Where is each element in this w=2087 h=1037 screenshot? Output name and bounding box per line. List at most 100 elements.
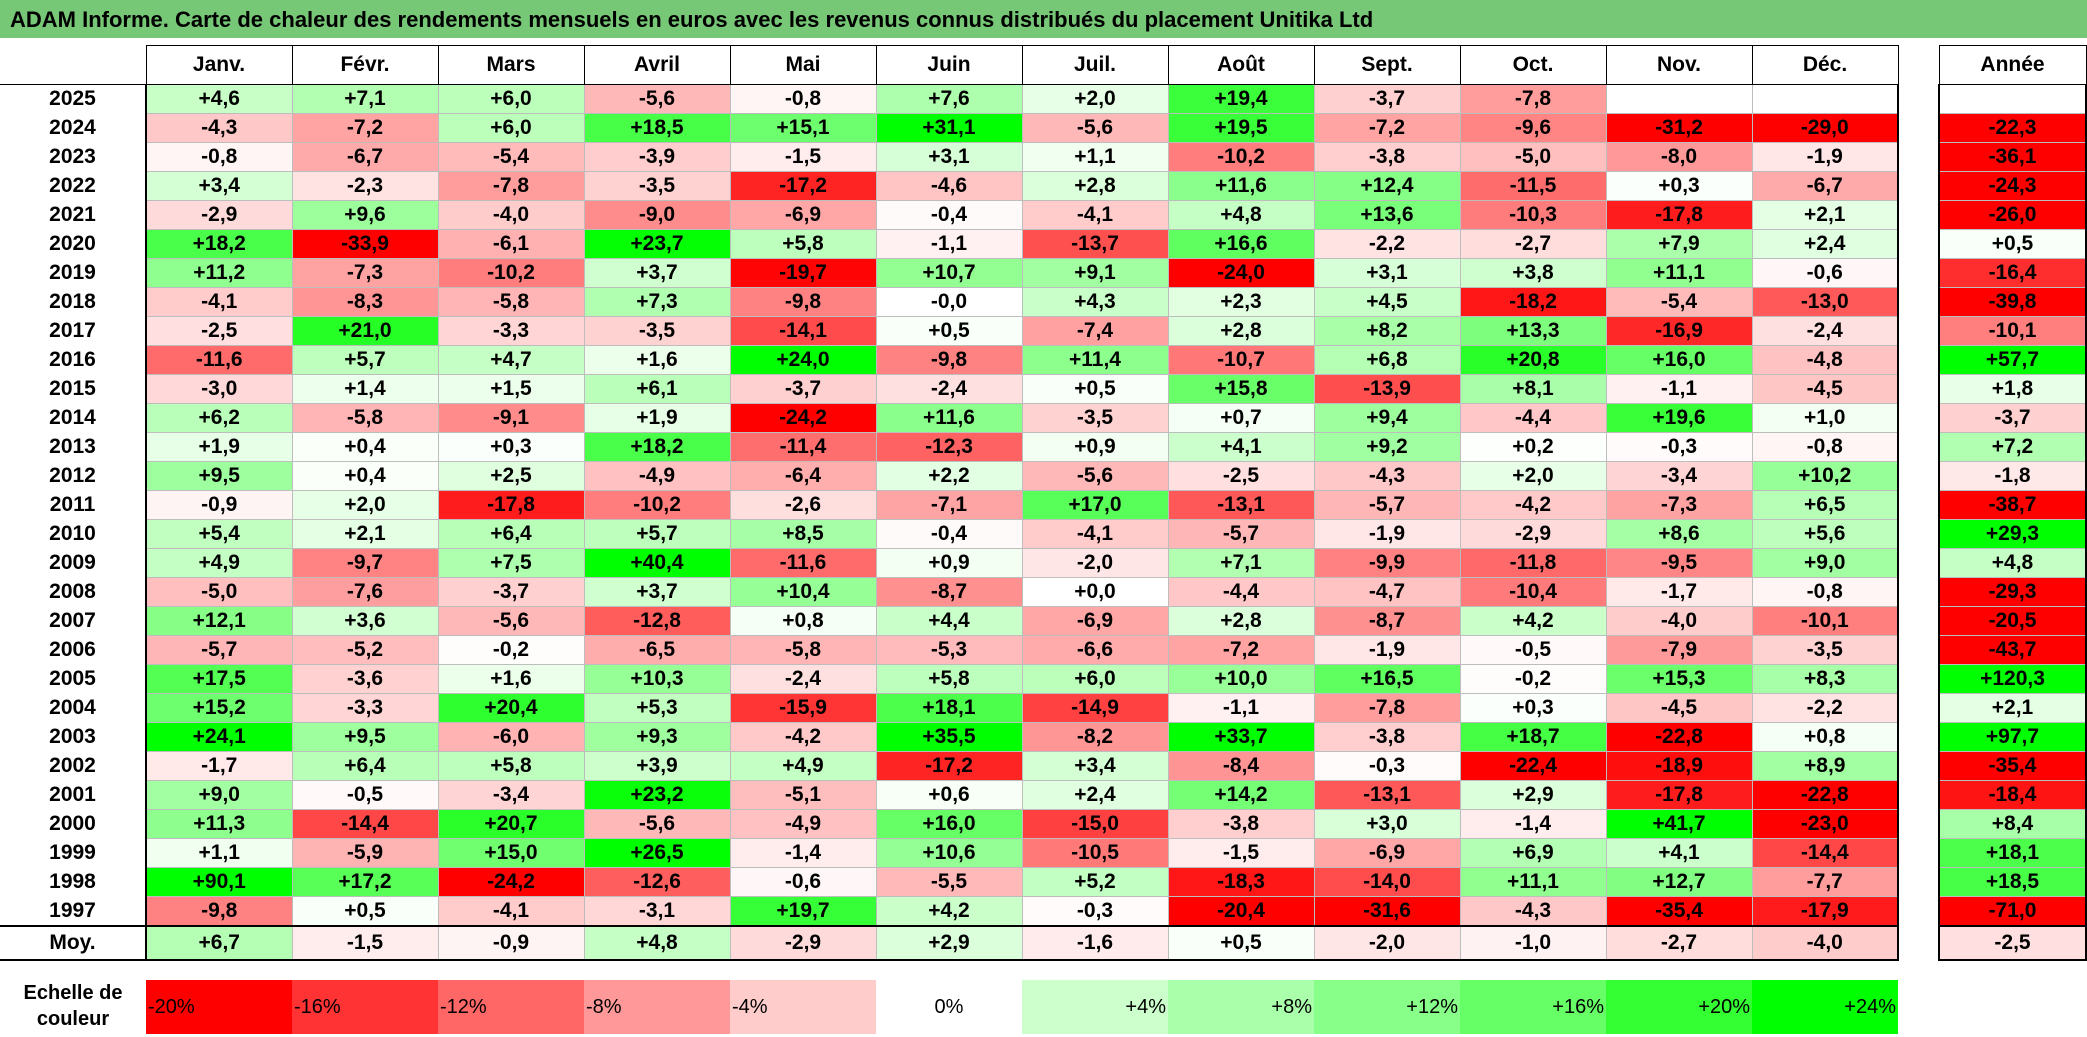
heatmap-cell: -14,4 [1751, 838, 1899, 868]
annual-cell: -24,3 [1938, 171, 2087, 201]
year-row: 2023 -0,8 -6,7 -5,4 -3,9 -1,5 +3,1 +1,1 -10,2 -3,… [0, 142, 1899, 172]
heatmap-cell: +2,5 [437, 461, 585, 491]
heatmap-cell: -9,8 [145, 896, 293, 927]
heatmap-cell: -10,7 [1167, 345, 1315, 375]
heatmap-cell: +0,4 [291, 432, 439, 462]
year-label: 2003 [49, 725, 96, 748]
heatmap-cell: -24,2 [437, 867, 585, 897]
heatmap-cell: -18,9 [1605, 751, 1753, 781]
heatmap-cell: -4,1 [1021, 519, 1169, 549]
annual-row: +1,8 [1938, 374, 2087, 404]
heatmap-cell: +2,8 [1167, 606, 1315, 636]
heatmap-cell: +10,0 [1167, 664, 1315, 694]
heatmap-cell: +9,0 [1751, 548, 1899, 578]
heatmap-cell: -2,3 [291, 171, 439, 201]
heatmap-cell: +6,0 [437, 113, 585, 143]
heatmap-cell: -14,0 [1313, 867, 1461, 897]
annual-cell: -20,5 [1938, 606, 2087, 636]
heatmap-cell: -10,1 [1751, 606, 1899, 636]
year-label: 2008 [49, 580, 96, 603]
heatmap-table: Janv. Févr. Mars Avril Mai Juin Juil. Août Sept.… [0, 45, 1899, 961]
heatmap-cell: +8,9 [1751, 751, 1899, 781]
heatmap-cell: -4,0 [1605, 606, 1753, 636]
heatmap-cell: -14,1 [729, 316, 877, 346]
heatmap-cell: -1,7 [145, 751, 293, 781]
heatmap-cell: -0,8 [145, 142, 293, 172]
heatmap-cell: -1,1 [1605, 374, 1753, 404]
heatmap-cell: +6,5 [1751, 490, 1899, 520]
year-row: 2022 +3,4 -2,3 -7,8 -3,5 -17,2 -4,6 +2,8 +11,6 +1… [0, 171, 1899, 201]
color-scale-swatch: +16% [1460, 980, 1606, 1034]
heatmap-cell: -0,9 [145, 490, 293, 520]
heatmap-cell: +2,3 [1167, 287, 1315, 317]
heatmap-cell: -5,1 [729, 780, 877, 810]
heatmap-cell: -5,9 [291, 838, 439, 868]
year-row: 2004 +15,2 -3,3 +20,4 +5,3 -15,9 +18,1 -14,9 -1,… [0, 693, 1899, 723]
heatmap-cell: -4,3 [1459, 896, 1607, 927]
column-header: Août [1167, 45, 1315, 85]
annual-row: +29,3 [1938, 519, 2087, 549]
heatmap-cell: -6,1 [437, 229, 585, 259]
heatmap-cell: -4,4 [1167, 577, 1315, 607]
annual-row: +7,2 [1938, 432, 2087, 462]
year-label: 2022 [49, 174, 96, 197]
heatmap-cell: -17,2 [875, 751, 1023, 781]
heatmap-cell: +19,7 [729, 896, 877, 927]
heatmap-cell: -3,7 [729, 374, 877, 404]
color-scale-swatch: -20% [146, 980, 292, 1034]
heatmap-cell: +41,7 [1605, 809, 1753, 839]
heatmap-cell: -4,6 [875, 171, 1023, 201]
heatmap-cell: +17,0 [1021, 490, 1169, 520]
heatmap-cell: +16,0 [1605, 345, 1753, 375]
heatmap-cell: +5,8 [875, 664, 1023, 694]
heatmap-cell: +2,0 [1459, 461, 1607, 491]
column-header: Nov. [1605, 45, 1753, 85]
heatmap-cell: -6,9 [1021, 606, 1169, 636]
heatmap-cell: -22,8 [1751, 780, 1899, 810]
heatmap-cell: +0,5 [291, 896, 439, 927]
year-label: 1999 [49, 841, 96, 864]
heatmap-cell: +7,1 [291, 84, 439, 114]
heatmap-cell: -7,8 [437, 171, 585, 201]
column-header: Mars [437, 45, 585, 85]
annual-column-table: Année -22,3 -36,1 -24,3 -26,0 +0,5 -16,4 -39,8… [1938, 45, 2087, 961]
annual-row: -1,8 [1938, 461, 2087, 491]
column-header: Juin [875, 45, 1023, 85]
heatmap-cell: +10,3 [583, 664, 731, 694]
heatmap-cell: -5,3 [875, 635, 1023, 665]
heatmap-cell: -3,9 [583, 142, 731, 172]
heatmap-cell: +3,4 [145, 171, 293, 201]
heatmap-cell: +9,5 [145, 461, 293, 491]
heatmap-cell: +4,2 [875, 896, 1023, 927]
heatmap-cell: +0,5 [875, 316, 1023, 346]
heatmap-cell: -9,7 [291, 548, 439, 578]
heatmap-cell: +19,4 [1167, 84, 1315, 114]
heatmap-cell: -12,6 [583, 867, 731, 897]
heatmap-cell: +15,3 [1605, 664, 1753, 694]
year-label: 2021 [49, 203, 96, 226]
annual-cell: +18,5 [1938, 867, 2087, 897]
heatmap-cell: +9,1 [1021, 258, 1169, 288]
heatmap-cell: -3,6 [291, 664, 439, 694]
heatmap-cell: -16,9 [1605, 316, 1753, 346]
column-header: Avril [583, 45, 731, 85]
heatmap-cell: -23,0 [1751, 809, 1899, 839]
year-row: 1997 -9,8 +0,5 -4,1 -3,1 +19,7 +4,2 -0,3 -20,4 -3… [0, 896, 1899, 927]
column-header: Janv. [145, 45, 293, 85]
annual-cell: -71,0 [1938, 896, 2087, 927]
year-row: 2014 +6,2 -5,8 -9,1 +1,9 -24,2 +11,6 -3,5 +0,7 +9… [0, 403, 1899, 433]
heatmap-cell: +8,5 [729, 519, 877, 549]
heatmap-cell: +1,6 [437, 664, 585, 694]
heatmap-cell: +0,5 [1021, 374, 1169, 404]
year-row: 2019 +11,2 -7,3 -10,2 +3,7 -19,7 +10,7 +9,1 -24,… [0, 258, 1899, 288]
annual-row: +2,1 [1938, 693, 2087, 723]
heatmap-cell: -0,3 [1605, 432, 1753, 462]
annual-cell: -1,8 [1938, 461, 2087, 491]
heatmap-cell: +6,0 [1021, 664, 1169, 694]
heatmap-cell: -13,1 [1313, 780, 1461, 810]
heatmap-cell: +18,7 [1459, 722, 1607, 752]
annual-row: +57,7 [1938, 345, 2087, 375]
heatmap-cell: +6,9 [1459, 838, 1607, 868]
column-header: Juil. [1021, 45, 1169, 85]
heatmap-cell: -2,6 [729, 490, 877, 520]
